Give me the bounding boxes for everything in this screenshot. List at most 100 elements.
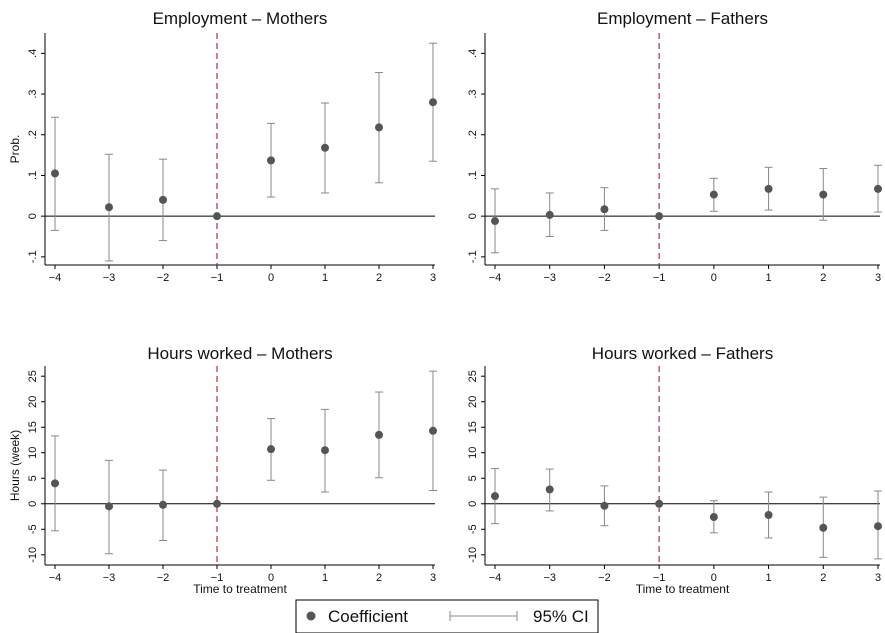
x-tick-label: 0 xyxy=(268,272,274,284)
panel-hours-fathers: Hours worked – Fathers-10-50510152025−4−… xyxy=(467,344,882,596)
y-tick-label: 10 xyxy=(27,447,39,459)
x-tick-label: −4 xyxy=(49,272,62,284)
y-tick-label: 25 xyxy=(27,370,39,382)
coefficient-point xyxy=(655,499,664,508)
y-tick-label: .3 xyxy=(27,89,39,98)
coefficient-point xyxy=(105,502,113,511)
y-axis-label: Hours (week) xyxy=(8,430,22,501)
coefficient-point xyxy=(874,522,882,531)
panel-title: Hours worked – Fathers xyxy=(592,344,773,363)
x-tick-label: −4 xyxy=(489,272,502,284)
panel-hours-mothers: Hours worked – Mothers-10-50510152025−4−… xyxy=(8,344,437,596)
coefficient-point xyxy=(213,499,221,508)
x-tick-label: 2 xyxy=(820,272,826,284)
x-tick-label: −2 xyxy=(157,272,170,284)
y-tick-label: .1 xyxy=(27,171,39,180)
coefficient-point xyxy=(267,156,275,165)
y-tick-label: 15 xyxy=(27,421,39,433)
coefficient-point xyxy=(655,212,664,221)
coefficient-point xyxy=(159,500,167,509)
x-tick-label: −2 xyxy=(157,572,170,584)
y-tick-label: .2 xyxy=(467,130,479,139)
coefficient-point xyxy=(375,123,383,132)
y-tick-label: 15 xyxy=(467,421,479,433)
coefficient-point xyxy=(51,479,59,488)
x-tick-label: 0 xyxy=(711,272,717,284)
coefficient-point xyxy=(321,446,329,455)
x-tick-label: 3 xyxy=(875,572,881,584)
y-tick-label: 20 xyxy=(27,396,39,408)
x-tick-label: 1 xyxy=(766,572,772,584)
coefficient-point xyxy=(874,184,882,193)
coefficient-point xyxy=(764,510,773,519)
y-tick-label: -10 xyxy=(467,547,479,563)
x-axis-label: Time to treatment xyxy=(636,582,730,596)
y-tick-label: -5 xyxy=(27,524,39,534)
x-tick-label: −3 xyxy=(543,572,556,584)
legend: Coefficient 95% CI xyxy=(295,599,599,633)
coefficient-point xyxy=(545,485,554,494)
coefficient-point xyxy=(600,501,609,510)
panel-title: Employment – Fathers xyxy=(597,9,768,28)
x-tick-label: −1 xyxy=(653,272,666,284)
coefficient-point xyxy=(429,98,437,107)
x-tick-label: 3 xyxy=(430,272,436,284)
y-tick-label: 5 xyxy=(467,475,479,481)
x-tick-label: 2 xyxy=(376,572,382,584)
y-tick-label: -.1 xyxy=(27,250,39,263)
y-tick-label: .4 xyxy=(27,49,39,58)
coefficient-point xyxy=(321,143,329,152)
x-tick-label: 2 xyxy=(820,572,826,584)
y-tick-label: .2 xyxy=(27,130,39,139)
panel-employment-fathers: Employment – Fathers -.1 0 .1 .2 .3 .4 −4 −3 −2 −1… xyxy=(467,9,882,284)
y-tick-label: 20 xyxy=(467,396,479,408)
x-tick-label: −4 xyxy=(489,572,502,584)
x-axis-label: Time to treatment xyxy=(193,582,287,596)
coefficient-point xyxy=(819,523,828,532)
legend-box xyxy=(295,599,599,633)
x-tick-label: −1 xyxy=(653,572,666,584)
x-tick-label: −2 xyxy=(598,572,611,584)
coefficient-point xyxy=(105,203,113,212)
coefficient-point xyxy=(159,195,167,204)
legend-ci-label: 95% CI xyxy=(533,607,589,626)
x-tick-label: −1 xyxy=(211,572,224,584)
x-tick-label: 3 xyxy=(875,272,881,284)
y-tick-label: -10 xyxy=(27,547,39,563)
y-tick-label: 25 xyxy=(467,370,479,382)
x-tick-label: −1 xyxy=(211,272,224,284)
x-tick-label: 1 xyxy=(766,272,772,284)
coefficient-point xyxy=(600,205,609,214)
legend-coefficient-marker xyxy=(306,611,316,621)
coefficient-point xyxy=(764,184,773,193)
y-tick-label: -.1 xyxy=(467,250,479,263)
coefficient-point xyxy=(709,513,718,522)
panel-title: Employment – Mothers xyxy=(153,9,328,28)
legend-coefficient-label: Coefficient xyxy=(328,607,408,626)
y-tick-label: .4 xyxy=(467,49,479,58)
coefficient-point xyxy=(491,492,499,501)
y-tick-label: 0 xyxy=(27,213,39,219)
coefficient-point xyxy=(491,217,499,226)
y-axis-label: Prob. xyxy=(8,135,22,164)
panel-employment-mothers: Employment – Mothers -.1 0 .1 .2 .3 .4 −4 −3 −2 −1… xyxy=(8,9,437,284)
coefficient-point xyxy=(267,445,275,454)
y-tick-label: .1 xyxy=(467,171,479,180)
y-tick-label: -5 xyxy=(467,524,479,534)
coefficient-point xyxy=(51,169,59,178)
x-tick-label: 0 xyxy=(711,572,717,584)
x-tick-label: 1 xyxy=(322,272,328,284)
coefficient-point xyxy=(375,430,383,439)
x-tick-label: 2 xyxy=(376,272,382,284)
y-tick-label: 0 xyxy=(467,501,479,507)
x-tick-label: −2 xyxy=(598,272,611,284)
x-tick-label: −3 xyxy=(543,272,556,284)
coefficient-point xyxy=(819,190,828,199)
panel-title: Hours worked – Mothers xyxy=(147,344,332,363)
y-tick-label: 0 xyxy=(467,213,479,219)
y-tick-label: .3 xyxy=(467,89,479,98)
x-tick-label: −3 xyxy=(103,572,116,584)
x-tick-label: 1 xyxy=(322,572,328,584)
y-tick-label: 5 xyxy=(27,475,39,481)
